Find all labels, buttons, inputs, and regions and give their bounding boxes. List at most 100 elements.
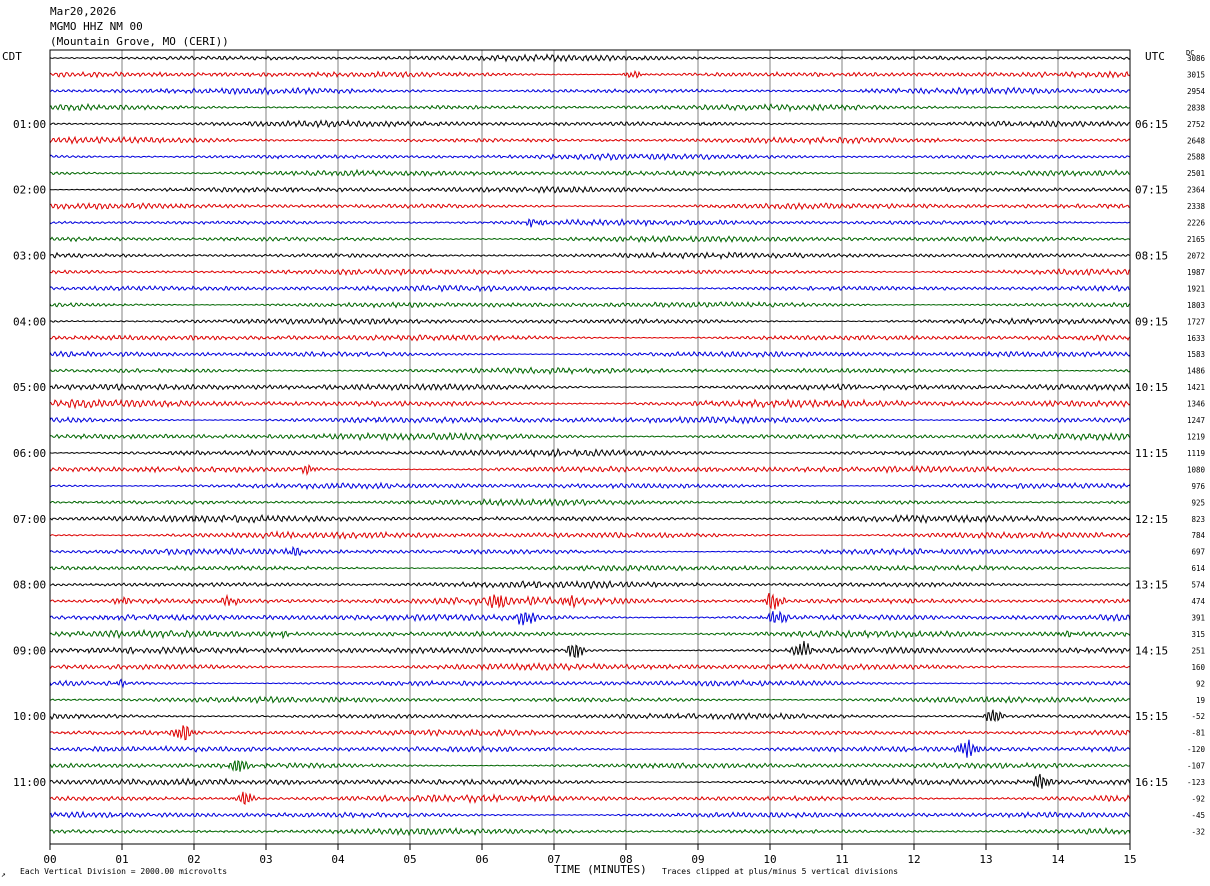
- x-tick-label: 02: [187, 853, 200, 866]
- trace-line: [49, 810, 1131, 819]
- utc-tick-label: 15:15: [1135, 710, 1168, 723]
- trace-line: [49, 168, 1131, 178]
- trace-line: [49, 791, 1131, 805]
- cdt-tick-label: 09:00: [13, 644, 46, 657]
- trace-line: [49, 234, 1131, 244]
- trace-line: [49, 773, 1131, 789]
- trace-line: [49, 628, 1131, 640]
- header-date: Mar20,2026: [50, 5, 117, 18]
- trace-line: [49, 135, 1131, 146]
- trace-line: [49, 545, 1131, 557]
- dc-offset-value: 1247: [1187, 416, 1205, 425]
- clip-note: Traces clipped at plus/minus 5 vertical …: [662, 867, 899, 876]
- utc-tick-label: 14:15: [1135, 644, 1168, 657]
- plot-frame: [49, 49, 1131, 845]
- seismic-traces: [49, 53, 1131, 837]
- utc-tick-label: 11:15: [1135, 447, 1168, 460]
- dc-offset-value: 1633: [1187, 334, 1205, 343]
- trace-line: [49, 300, 1131, 309]
- utc-tick-label: 10:15: [1135, 381, 1168, 394]
- scale-note: Each Vertical Division = 2000.00 microvo…: [20, 867, 228, 876]
- dc-offset-value: -120: [1187, 745, 1206, 754]
- trace-line: [49, 826, 1131, 837]
- cdt-tick-label: 03:00: [13, 249, 46, 262]
- x-tick-label: 12: [907, 853, 920, 866]
- dc-offset-value: -32: [1191, 827, 1205, 836]
- cdt-tick-label: 01:00: [13, 118, 46, 131]
- trace-line: [49, 217, 1131, 228]
- dc-offset-value: 1583: [1187, 350, 1205, 359]
- cdt-tick-label: 10:00: [13, 710, 46, 723]
- trace-line: [49, 152, 1131, 162]
- dc-offset-value: 19: [1196, 696, 1205, 705]
- dc-offset-value: 2648: [1187, 136, 1206, 145]
- dc-offset-value: 2165: [1187, 235, 1205, 244]
- trace-line: [49, 678, 1131, 689]
- trace-line: [49, 725, 1131, 741]
- trace-line: [49, 201, 1131, 211]
- x-tick-label: 08: [619, 853, 632, 866]
- trace-line: [49, 709, 1131, 723]
- dc-offset-value: -107: [1187, 762, 1205, 771]
- header-location: (Mountain Grove, MO (CERI)): [50, 35, 229, 48]
- utc-axis-label: UTC: [1145, 50, 1165, 63]
- trace-line: [49, 579, 1131, 590]
- trace-line: [49, 284, 1131, 293]
- trace-line: [49, 185, 1131, 194]
- trace-line: [49, 640, 1131, 658]
- utc-time-labels: 06:15 07:15 08:15 09:15 10:15 11:15 12:15 13:15…: [1135, 118, 1168, 789]
- dc-offset-value: 474: [1191, 597, 1205, 606]
- trace-line: [49, 267, 1131, 277]
- utc-tick-label: 16:15: [1135, 776, 1168, 789]
- cdt-time-labels: 01:00 02:00 03:00 04:00 05:00 06:00 07:00 08:00…: [13, 118, 46, 789]
- x-tick-label: 11: [835, 853, 848, 866]
- cdt-tick-label: 07:00: [13, 513, 46, 526]
- dc-offset-value: 2226: [1187, 219, 1206, 228]
- utc-tick-label: 09:15: [1135, 315, 1168, 328]
- utc-tick-label: 08:15: [1135, 249, 1168, 262]
- trace-line: [49, 564, 1131, 572]
- x-tick-label: 07: [547, 853, 560, 866]
- x-tick-label: 15: [1123, 853, 1136, 866]
- cdt-tick-label: 06:00: [13, 447, 46, 460]
- trace-line: [49, 251, 1131, 261]
- trace-line: [49, 415, 1131, 425]
- dc-offset-value: 697: [1191, 548, 1205, 557]
- x-tick-label: 03: [259, 853, 272, 866]
- dc-offset-value: 925: [1191, 498, 1205, 507]
- cdt-axis-label: CDT: [2, 50, 22, 63]
- dc-offset-value: 2338: [1187, 202, 1206, 211]
- trace-line: [49, 695, 1131, 705]
- trace-line: [49, 463, 1131, 477]
- utc-tick-label: 07:15: [1135, 184, 1168, 197]
- x-tick-label: 09: [691, 853, 704, 866]
- dc-offset-value: 1486: [1187, 367, 1206, 376]
- dc-offset-value: 614: [1191, 564, 1205, 573]
- x-tick-label: 01: [115, 853, 128, 866]
- cdt-tick-label: 08:00: [13, 579, 46, 592]
- minute-gridlines: [121, 50, 1059, 844]
- x-tick-label: 06: [475, 853, 488, 866]
- dc-offset-value: 2072: [1187, 251, 1205, 260]
- trace-line: [49, 530, 1131, 540]
- dc-offset-value: -45: [1191, 811, 1205, 820]
- dc-offset-labels: 3086 3015 2954 2838 2752 2648 2588 2501 2364 2338…: [1187, 54, 1206, 836]
- trace-line: [49, 366, 1131, 376]
- dc-offset-value: 2501: [1187, 169, 1205, 178]
- header-station: MGMO HHZ NM 00: [50, 20, 143, 33]
- trace-line: [49, 350, 1131, 359]
- cdt-tick-label: 04:00: [13, 315, 46, 328]
- trace-line: [49, 69, 1131, 79]
- dc-offset-value: -123: [1187, 778, 1205, 787]
- dc-offset-value: 2954: [1187, 87, 1206, 96]
- trace-line: [49, 661, 1131, 672]
- dc-offset-value: 2364: [1187, 186, 1206, 195]
- trace-line: [49, 610, 1131, 626]
- utc-tick-label: 12:15: [1135, 513, 1168, 526]
- trace-line: [49, 447, 1131, 458]
- x-axis-title: TIME (MINUTES): [554, 863, 647, 876]
- dc-offset-value: 391: [1191, 614, 1205, 623]
- dc-offset-value: 1219: [1187, 432, 1205, 441]
- utc-tick-label: 06:15: [1135, 118, 1168, 131]
